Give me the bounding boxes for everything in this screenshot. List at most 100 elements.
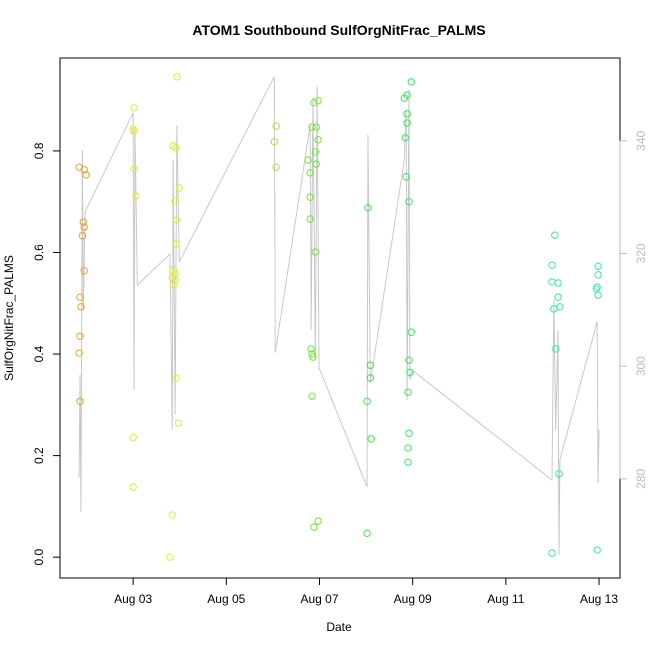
point	[80, 223, 88, 231]
point	[366, 361, 374, 369]
point	[80, 267, 88, 275]
point	[130, 104, 138, 112]
point	[310, 98, 318, 107]
x-tick-label: Aug 09	[394, 592, 432, 606]
y2-tick-label: 320	[634, 243, 648, 263]
point	[168, 511, 176, 519]
point	[593, 546, 601, 554]
x-tick-label: Aug 05	[207, 592, 245, 606]
point	[130, 165, 138, 173]
point	[307, 345, 315, 353]
point	[79, 218, 87, 226]
point	[312, 123, 320, 131]
point	[400, 94, 408, 102]
point	[407, 328, 415, 336]
point	[314, 96, 322, 105]
point	[366, 374, 374, 382]
point	[548, 278, 556, 286]
point	[404, 444, 412, 452]
point	[272, 163, 280, 171]
point	[405, 429, 413, 437]
point	[172, 374, 180, 382]
point	[554, 293, 562, 301]
line	[78, 76, 600, 555]
x-tick-label: Aug 11	[487, 592, 524, 606]
point	[311, 148, 320, 156]
y2-tick-label: 300	[634, 356, 648, 376]
chart-title: ATOM1 Southbound SulfOrgNitFrac_PALMS	[192, 22, 485, 38]
point	[308, 392, 316, 400]
x-axis-label: Date	[326, 620, 352, 634]
point	[172, 240, 180, 248]
point	[80, 166, 88, 174]
point	[129, 483, 137, 491]
point	[129, 433, 137, 442]
point	[306, 193, 314, 201]
x-tick-label: Aug 07	[300, 592, 338, 606]
point	[403, 110, 411, 118]
point	[311, 248, 320, 256]
point	[594, 291, 602, 299]
point	[171, 276, 179, 284]
point	[550, 305, 558, 313]
point	[551, 231, 559, 239]
point	[130, 127, 138, 135]
point	[405, 198, 413, 206]
point	[367, 435, 375, 443]
point	[555, 470, 563, 478]
point	[132, 192, 140, 200]
point	[173, 73, 181, 81]
y2-tick-label: 340	[634, 130, 648, 150]
point	[309, 353, 317, 361]
point	[401, 134, 409, 142]
x-tick-label: Aug 03	[114, 592, 152, 606]
point	[556, 303, 564, 311]
point	[270, 138, 279, 146]
point	[314, 136, 322, 144]
x-tick-label: Aug 13	[580, 592, 618, 606]
point	[363, 529, 371, 538]
point	[594, 271, 602, 279]
point	[78, 232, 87, 240]
point	[77, 303, 85, 311]
y-tick-label: 0.6	[32, 244, 46, 261]
point	[592, 285, 600, 293]
point	[552, 345, 560, 353]
point	[548, 261, 556, 269]
point	[308, 123, 316, 131]
point	[403, 119, 411, 127]
point	[404, 458, 412, 466]
y2-tick-label: 280	[634, 469, 648, 489]
point	[402, 173, 410, 181]
point	[405, 356, 413, 364]
point	[312, 160, 320, 168]
plot-frame	[59, 57, 621, 579]
point	[173, 216, 181, 224]
point	[407, 78, 415, 86]
y-axis-label: SulfOrgNitFrac_PALMS	[2, 255, 16, 381]
point	[594, 262, 602, 270]
y-tick-label: 0.4	[32, 345, 46, 362]
point	[310, 523, 318, 531]
point	[272, 122, 280, 130]
point	[548, 549, 556, 557]
y-tick-label: 0.2	[32, 447, 46, 464]
point	[75, 349, 83, 357]
point	[169, 266, 177, 274]
y-tick-label: 0.0	[32, 549, 46, 566]
y-tick-label: 0.8	[32, 142, 46, 159]
point	[76, 293, 84, 301]
point	[306, 169, 314, 177]
point	[306, 215, 314, 223]
point	[175, 184, 183, 192]
point	[363, 397, 371, 405]
point	[304, 156, 312, 164]
point	[174, 419, 183, 427]
point	[404, 388, 412, 396]
point	[314, 517, 322, 525]
point	[82, 171, 90, 179]
point	[554, 279, 562, 287]
point	[169, 281, 177, 289]
